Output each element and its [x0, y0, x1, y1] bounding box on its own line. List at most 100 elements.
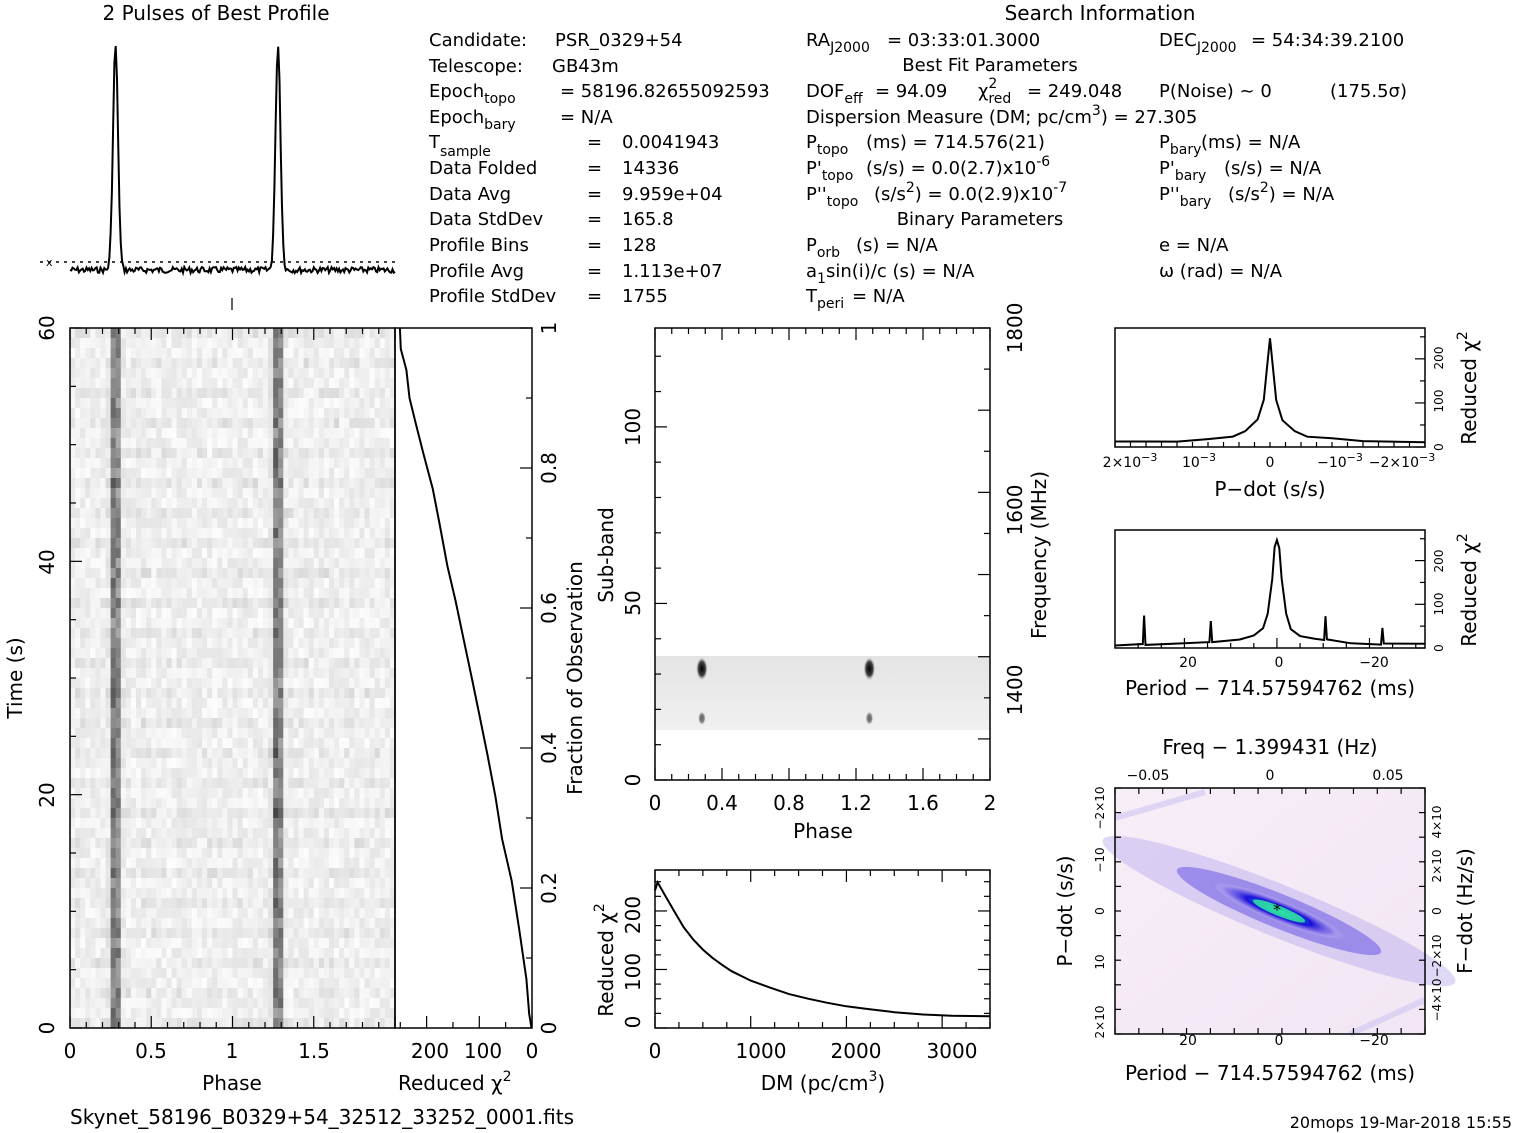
time-phase-cell	[379, 898, 386, 909]
time-phase-cell	[100, 978, 106, 989]
time-phase-cell	[105, 578, 111, 589]
profile-baseline-marker: x	[46, 256, 53, 269]
time-phase-cell	[207, 578, 213, 589]
time-phase-cell	[364, 698, 370, 709]
time-phase-cell	[100, 708, 106, 719]
time-phase-cell	[349, 438, 355, 449]
time-phase-cell	[115, 368, 122, 379]
time-phase-cell	[237, 328, 243, 339]
time-phase-cell	[242, 618, 249, 629]
time-phase-cell	[369, 948, 375, 959]
time-phase-cell	[146, 678, 152, 689]
time-phase-cell	[85, 488, 91, 499]
time-phase-cell	[212, 638, 218, 649]
time-phase-cell	[176, 658, 183, 669]
time-phase-cell	[313, 818, 320, 829]
time-phase-cell	[110, 618, 117, 629]
time-phase-cell	[151, 728, 157, 739]
time-phase-cell	[232, 588, 238, 599]
time-phase-cell	[354, 788, 360, 799]
time-phase-cell	[359, 588, 365, 599]
time-phase-cell	[166, 388, 172, 399]
time-phase-cell	[80, 758, 86, 769]
time-phase-x-tick-2: 1	[226, 1039, 239, 1063]
time-phase-cell	[344, 628, 350, 639]
time-phase-cell	[359, 408, 365, 419]
time-phase-cell	[349, 858, 355, 869]
time-phase-cell	[125, 878, 132, 889]
time-phase-cell	[252, 518, 259, 529]
time-phase-cell	[247, 358, 254, 369]
time-phase-cell	[298, 758, 304, 769]
time-phase-cell	[136, 848, 142, 859]
time-phase-cell	[100, 468, 106, 479]
time-phase-cell	[278, 338, 284, 349]
time-phase-cell	[176, 838, 183, 849]
time-phase-cell	[181, 768, 188, 779]
time-phase-cell	[389, 658, 396, 669]
time-phase-cell	[176, 348, 183, 359]
time-phase-cell	[369, 428, 375, 439]
time-phase-cell	[339, 938, 345, 949]
time-phase-cell	[278, 468, 284, 479]
time-phase-cell	[70, 538, 76, 549]
time-phase-cell	[130, 758, 137, 769]
time-phase-cell	[303, 658, 309, 669]
time-phase-cell	[384, 768, 391, 779]
time-phase-cell	[313, 538, 320, 549]
epoch-bary-name: Epoch	[429, 107, 484, 128]
time-phase-cell	[95, 808, 101, 819]
time-phase-cell	[151, 598, 157, 609]
time-phase-cell	[212, 408, 218, 419]
time-phase-cell	[90, 788, 96, 799]
time-phase-cell	[232, 498, 238, 509]
period-xlabel: Period − 714.57594762 (ms)	[1125, 676, 1415, 700]
time-phase-cell	[237, 708, 243, 719]
time-phase-cell	[384, 678, 391, 689]
time-phase-cell	[242, 848, 249, 859]
time-phase-cell	[146, 498, 152, 509]
dof-name: DOF	[806, 81, 844, 102]
time-phase-cell	[247, 458, 254, 469]
time-phase-cell	[303, 428, 309, 439]
time-phase-cell	[313, 398, 320, 409]
time-phase-cell	[222, 358, 228, 369]
time-phase-cell	[125, 378, 132, 389]
time-phase-cell	[166, 708, 172, 719]
time-phase-cell	[374, 508, 381, 519]
time-phase-cell	[359, 908, 365, 919]
time-phase-cell	[100, 918, 106, 929]
time-phase-cell	[288, 678, 294, 689]
time-phase-cell	[293, 858, 299, 869]
time-phase-cell	[222, 888, 228, 899]
time-phase-cell	[298, 658, 304, 669]
time-phase-cell	[171, 398, 177, 409]
time-phase-cell	[349, 568, 355, 579]
time-phase-cell	[202, 798, 208, 809]
time-phase-cell	[308, 1018, 315, 1029]
time-phase-cell	[268, 838, 274, 849]
time-phase-cell	[70, 778, 76, 789]
time-phase-cell	[334, 768, 340, 779]
time-phase-cell	[268, 518, 274, 529]
time-phase-cell	[186, 868, 193, 879]
time-phase-cell	[176, 948, 183, 959]
time-phase-cell	[283, 328, 289, 339]
time-phase-cell	[242, 558, 249, 569]
time-phase-cell	[364, 358, 370, 369]
time-phase-cell	[171, 368, 177, 379]
time-phase-cell	[318, 648, 325, 659]
time-phase-cell	[196, 768, 203, 779]
profile-bins-value: 128	[622, 235, 656, 256]
time-phase-cell	[268, 668, 274, 679]
time-phase-cell	[217, 818, 223, 829]
time-phase-cell	[323, 448, 330, 459]
time-phase-cell	[100, 698, 106, 709]
time-phase-cell	[262, 958, 269, 969]
time-phase-cell	[318, 938, 325, 949]
time-phase-cell	[222, 968, 228, 979]
time-phase-cell	[323, 918, 330, 929]
time-phase-cell	[252, 368, 259, 379]
time-phase-cell	[303, 488, 309, 499]
time-phase-cell	[227, 788, 233, 799]
